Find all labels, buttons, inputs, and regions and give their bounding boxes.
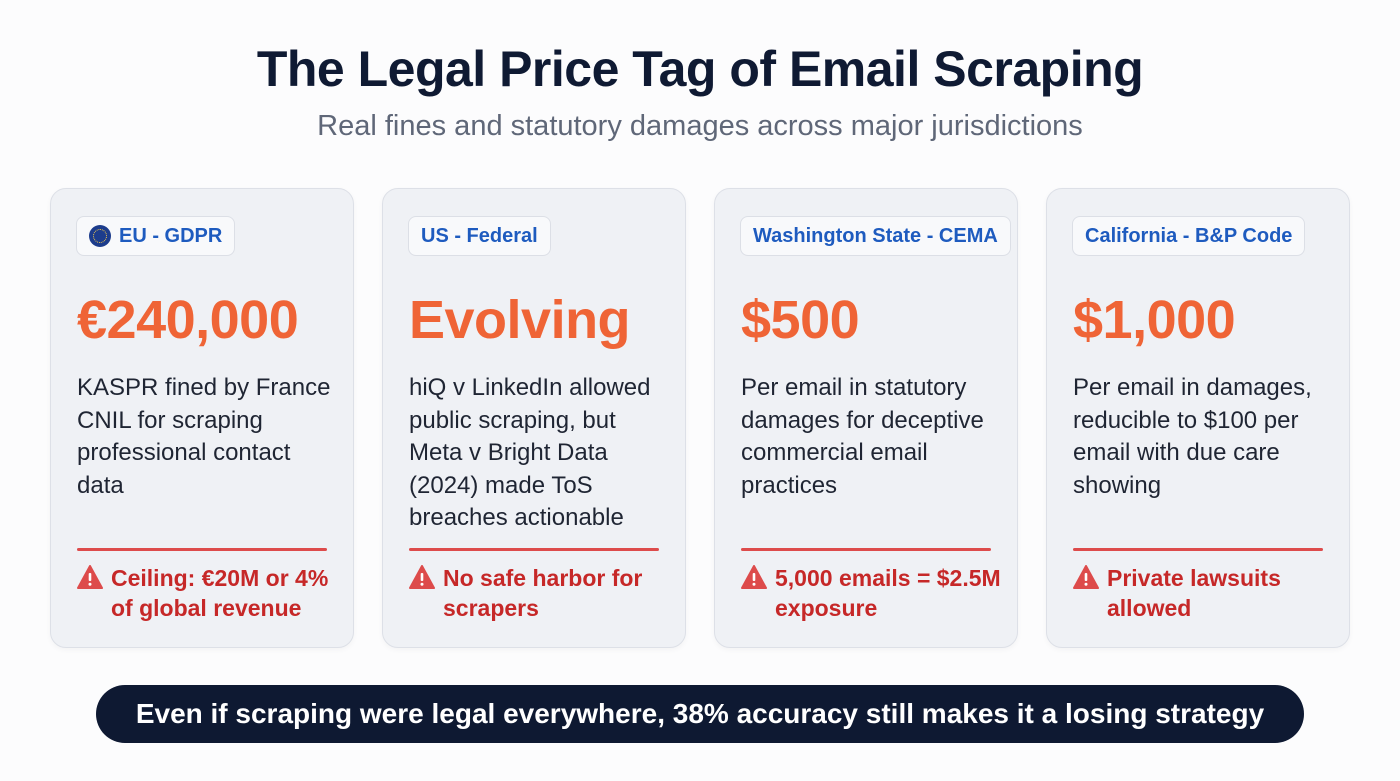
penalty-description: Per email in statutory damages for decep… xyxy=(741,374,984,499)
badge-label: US - Federal xyxy=(421,224,538,247)
warning-note: Private lawsuits allowed xyxy=(1073,563,1333,623)
card-us-federal: US - Federal Evolving hiQ v LinkedIn all… xyxy=(382,188,686,648)
warning-text: Ceiling: €20M or 4% of global revenue xyxy=(111,565,329,621)
divider xyxy=(741,548,991,551)
eu-flag-icon xyxy=(89,225,111,247)
warning-icon xyxy=(741,565,767,589)
warning-icon xyxy=(409,565,435,589)
penalty-description: KASPR fined by France CNIL for scraping … xyxy=(77,374,331,499)
jurisdiction-cards: EU - GDPR €240,000 KASPR fined by France… xyxy=(50,188,1350,648)
warning-note: No safe harbor for scrapers xyxy=(409,563,669,623)
conclusion-text: Even if scraping were legal everywhere, … xyxy=(135,698,1265,729)
divider xyxy=(409,548,659,551)
warning-icon xyxy=(77,565,103,589)
divider xyxy=(1073,548,1323,551)
warning-text: No safe harbor for scrapers xyxy=(443,565,643,621)
page-title: The Legal Price Tag of Email Scraping xyxy=(256,41,1144,97)
badge-label: Washington State - CEMA xyxy=(753,224,998,247)
conclusion-banner: Even if scraping were legal everywhere, … xyxy=(96,685,1304,743)
penalty-value: €240,000 xyxy=(77,290,299,350)
penalty-value: $500 xyxy=(741,290,860,350)
badge-label: California - B&P Code xyxy=(1085,224,1293,247)
warning-note: Ceiling: €20M or 4% of global revenue xyxy=(77,563,337,623)
penalty-value: Evolving xyxy=(409,290,631,350)
card-california-bp: California - B&P Code $1,000 Per email i… xyxy=(1046,188,1350,648)
penalty-description: hiQ v LinkedIn allowed public scraping, … xyxy=(409,374,651,531)
jurisdiction-badge: Washington State - CEMA xyxy=(740,216,1011,256)
warning-icon xyxy=(1073,565,1099,589)
card-washington-cema: Washington State - CEMA $500 Per email i… xyxy=(714,188,1018,648)
warning-text: 5,000 emails = $2.5M exposure xyxy=(775,565,1001,621)
page-subtitle: Real fines and statutory damages across … xyxy=(317,110,1083,142)
penalty-description: Per email in damages, reducible to $100 … xyxy=(1073,374,1312,499)
badge-label: EU - GDPR xyxy=(119,224,223,247)
warning-text: Private lawsuits allowed xyxy=(1107,565,1281,621)
warning-note: 5,000 emails = $2.5M exposure xyxy=(741,563,1001,623)
card-eu-gdpr: EU - GDPR €240,000 KASPR fined by France… xyxy=(50,188,354,648)
divider xyxy=(77,548,327,551)
jurisdiction-badge: California - B&P Code xyxy=(1072,216,1306,256)
jurisdiction-badge: US - Federal xyxy=(408,216,551,256)
jurisdiction-badge: EU - GDPR xyxy=(76,216,236,256)
penalty-value: $1,000 xyxy=(1073,290,1236,350)
